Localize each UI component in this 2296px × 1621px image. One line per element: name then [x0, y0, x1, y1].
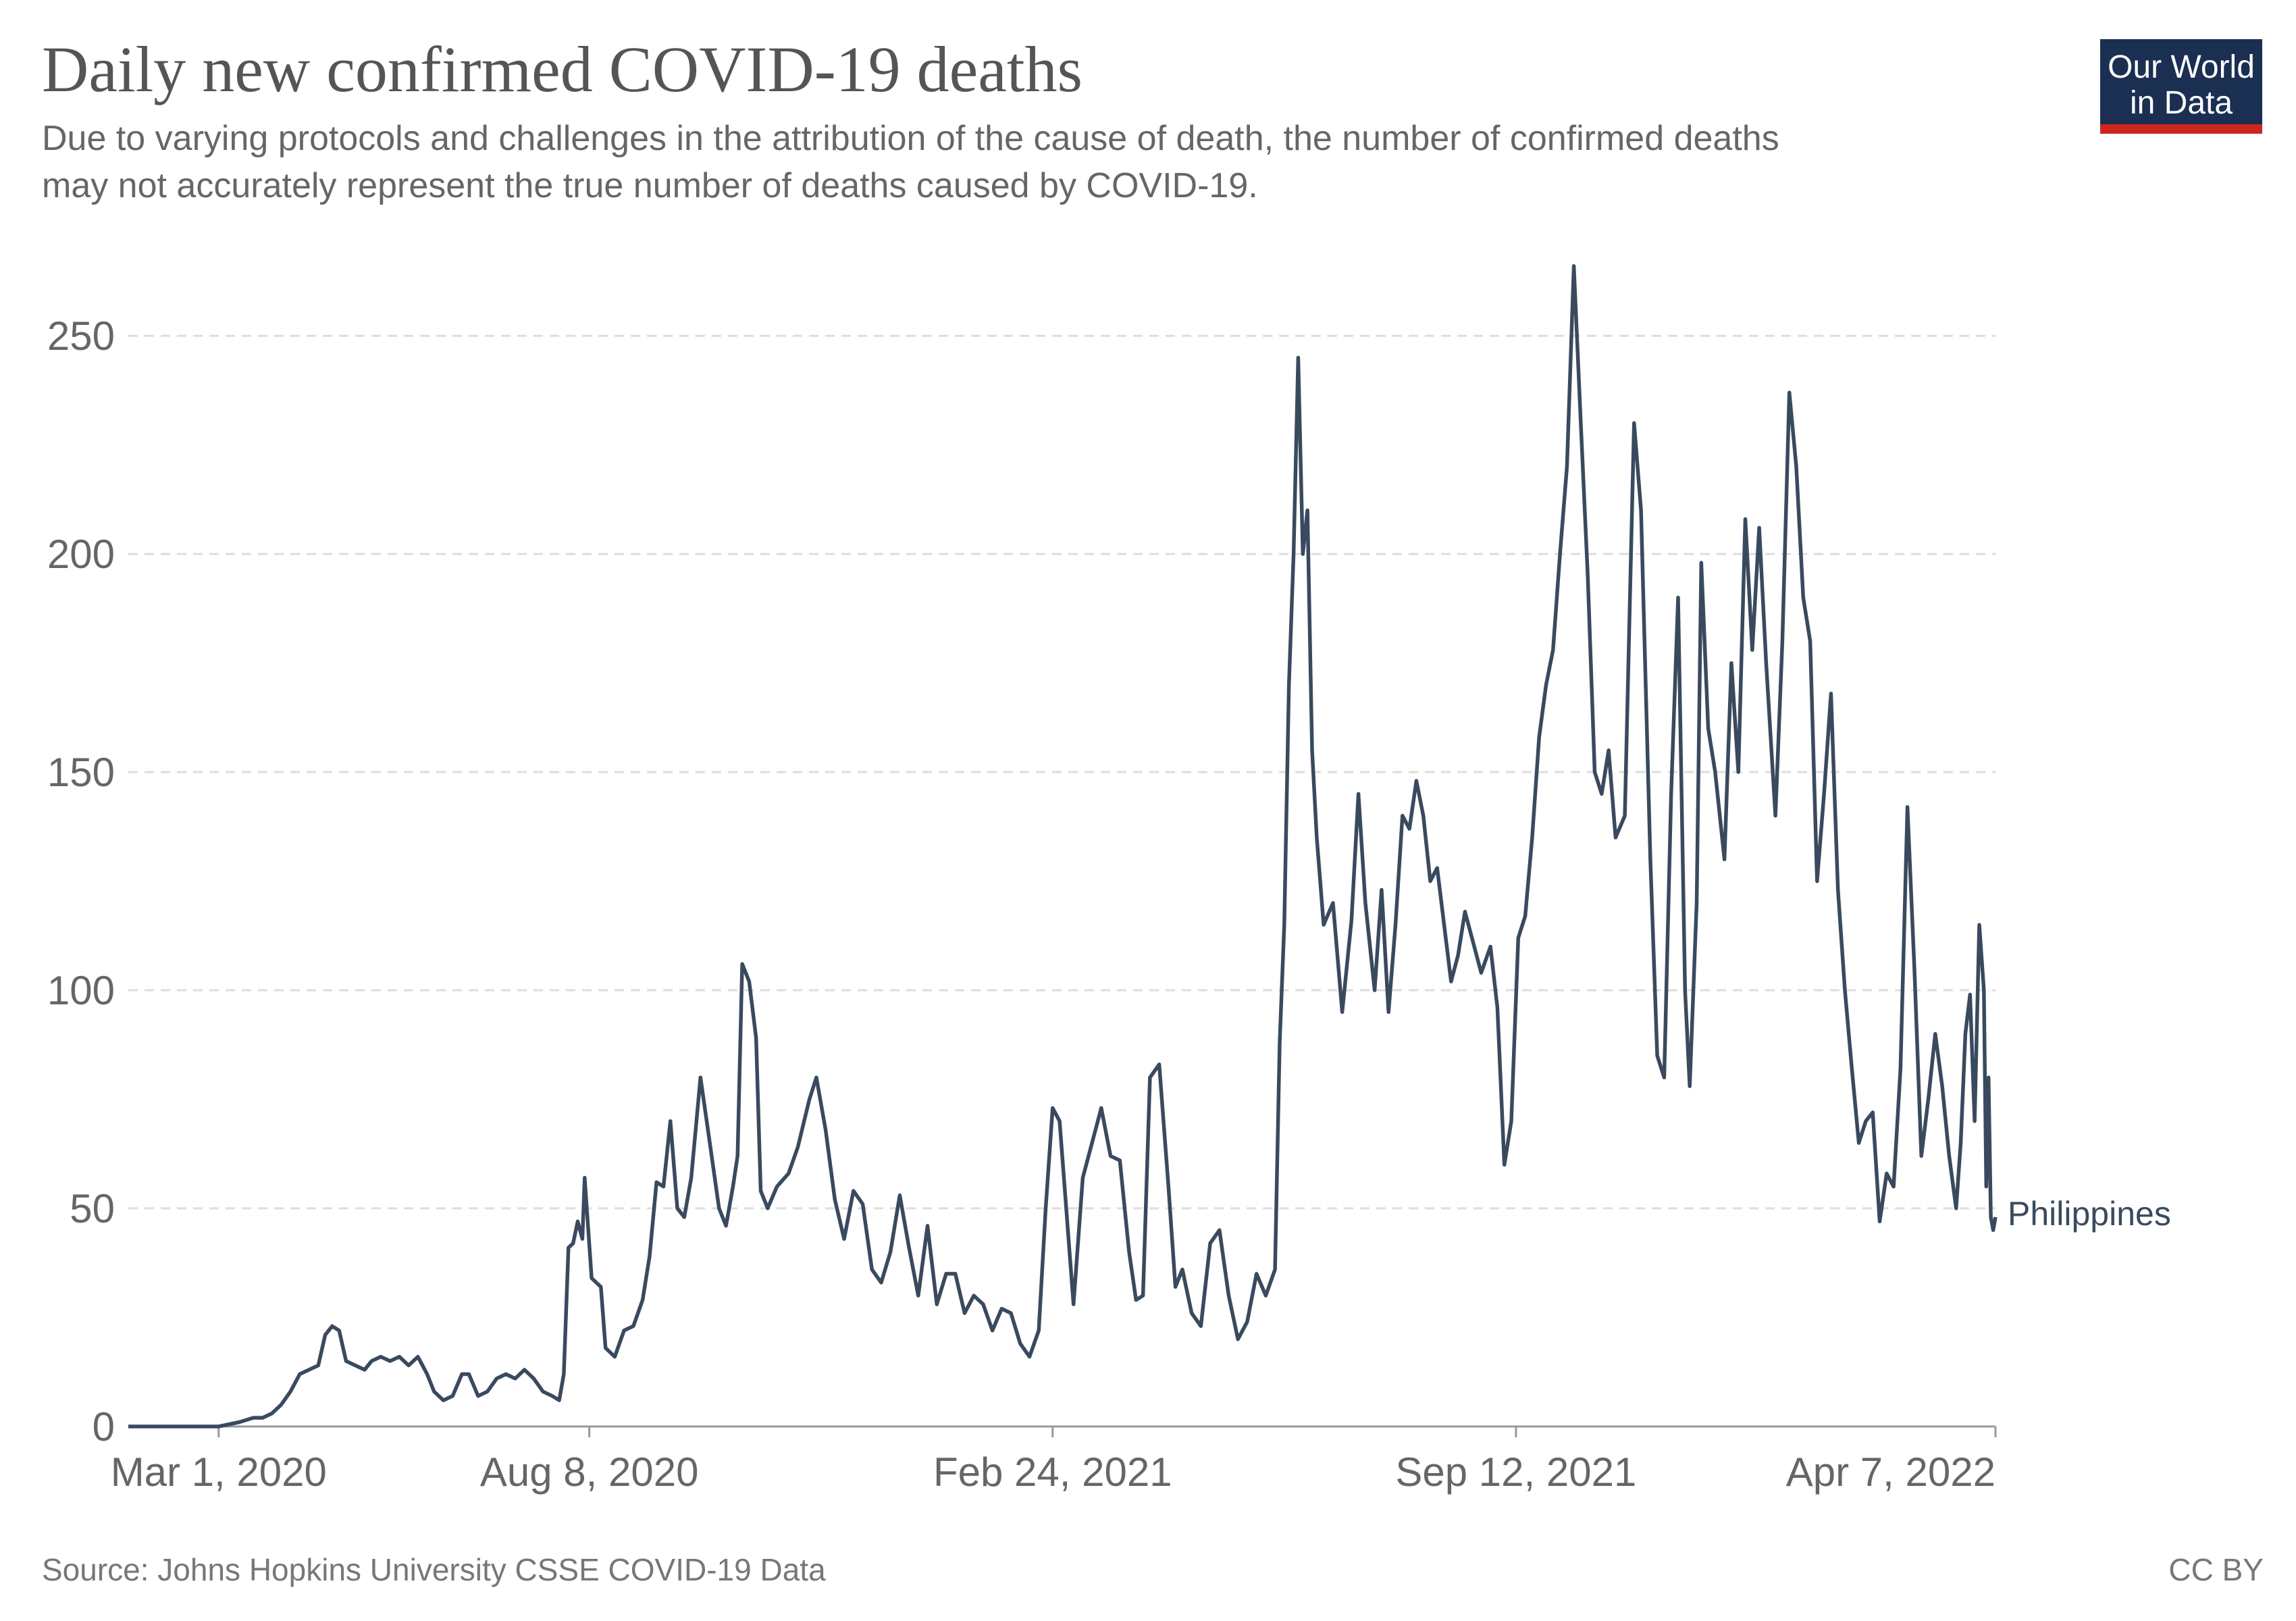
source-note[interactable]: Source: Johns Hopkins University CSSE CO… [42, 1552, 826, 1587]
logo-stripe [2100, 124, 2262, 134]
logo-line-1: Our World [2108, 49, 2255, 85]
owid-logo[interactable]: Our World in Data [2100, 39, 2262, 134]
y-tick-label: 0 [93, 1404, 115, 1449]
x-tick-label: Sep 12, 2021 [1395, 1449, 1636, 1495]
x-tick-label: Mar 1, 2020 [111, 1449, 327, 1495]
x-axis-ticks: Mar 1, 2020 Aug 8, 2020 Feb 24, 2021 Sep 12… [111, 1426, 1997, 1495]
x-tick-label: Feb 24, 2021 [933, 1449, 1172, 1495]
y-tick-label: 100 [47, 968, 115, 1013]
y-tick-label: 250 [47, 313, 115, 359]
y-tick-label: 150 [47, 750, 115, 795]
series-line-philippines[interactable] [128, 264, 1998, 1429]
y-tick-label: 200 [47, 532, 115, 577]
series-layer: Philippines [128, 264, 2171, 1429]
logo-background [2100, 39, 2262, 127]
x-tick-label: Apr 7, 2022 [1786, 1449, 1995, 1495]
chart-title: Daily new confirmed COVID-19 deaths [42, 33, 1082, 105]
y-tick-label: 50 [70, 1186, 115, 1231]
chart-subtitle-line-1: Due to varying protocols and challenges … [42, 119, 1779, 158]
series-label: Philippines [2008, 1195, 2171, 1233]
chart-subtitle-line-2: may not accurately represent the true nu… [42, 166, 1258, 205]
y-axis-ticks: 0 50 100 150 200 250 [47, 313, 115, 1449]
logo-line-2: in Data [2130, 85, 2233, 121]
x-tick-label: Aug 8, 2020 [480, 1449, 699, 1495]
license-note[interactable]: CC BY [2168, 1552, 2264, 1587]
